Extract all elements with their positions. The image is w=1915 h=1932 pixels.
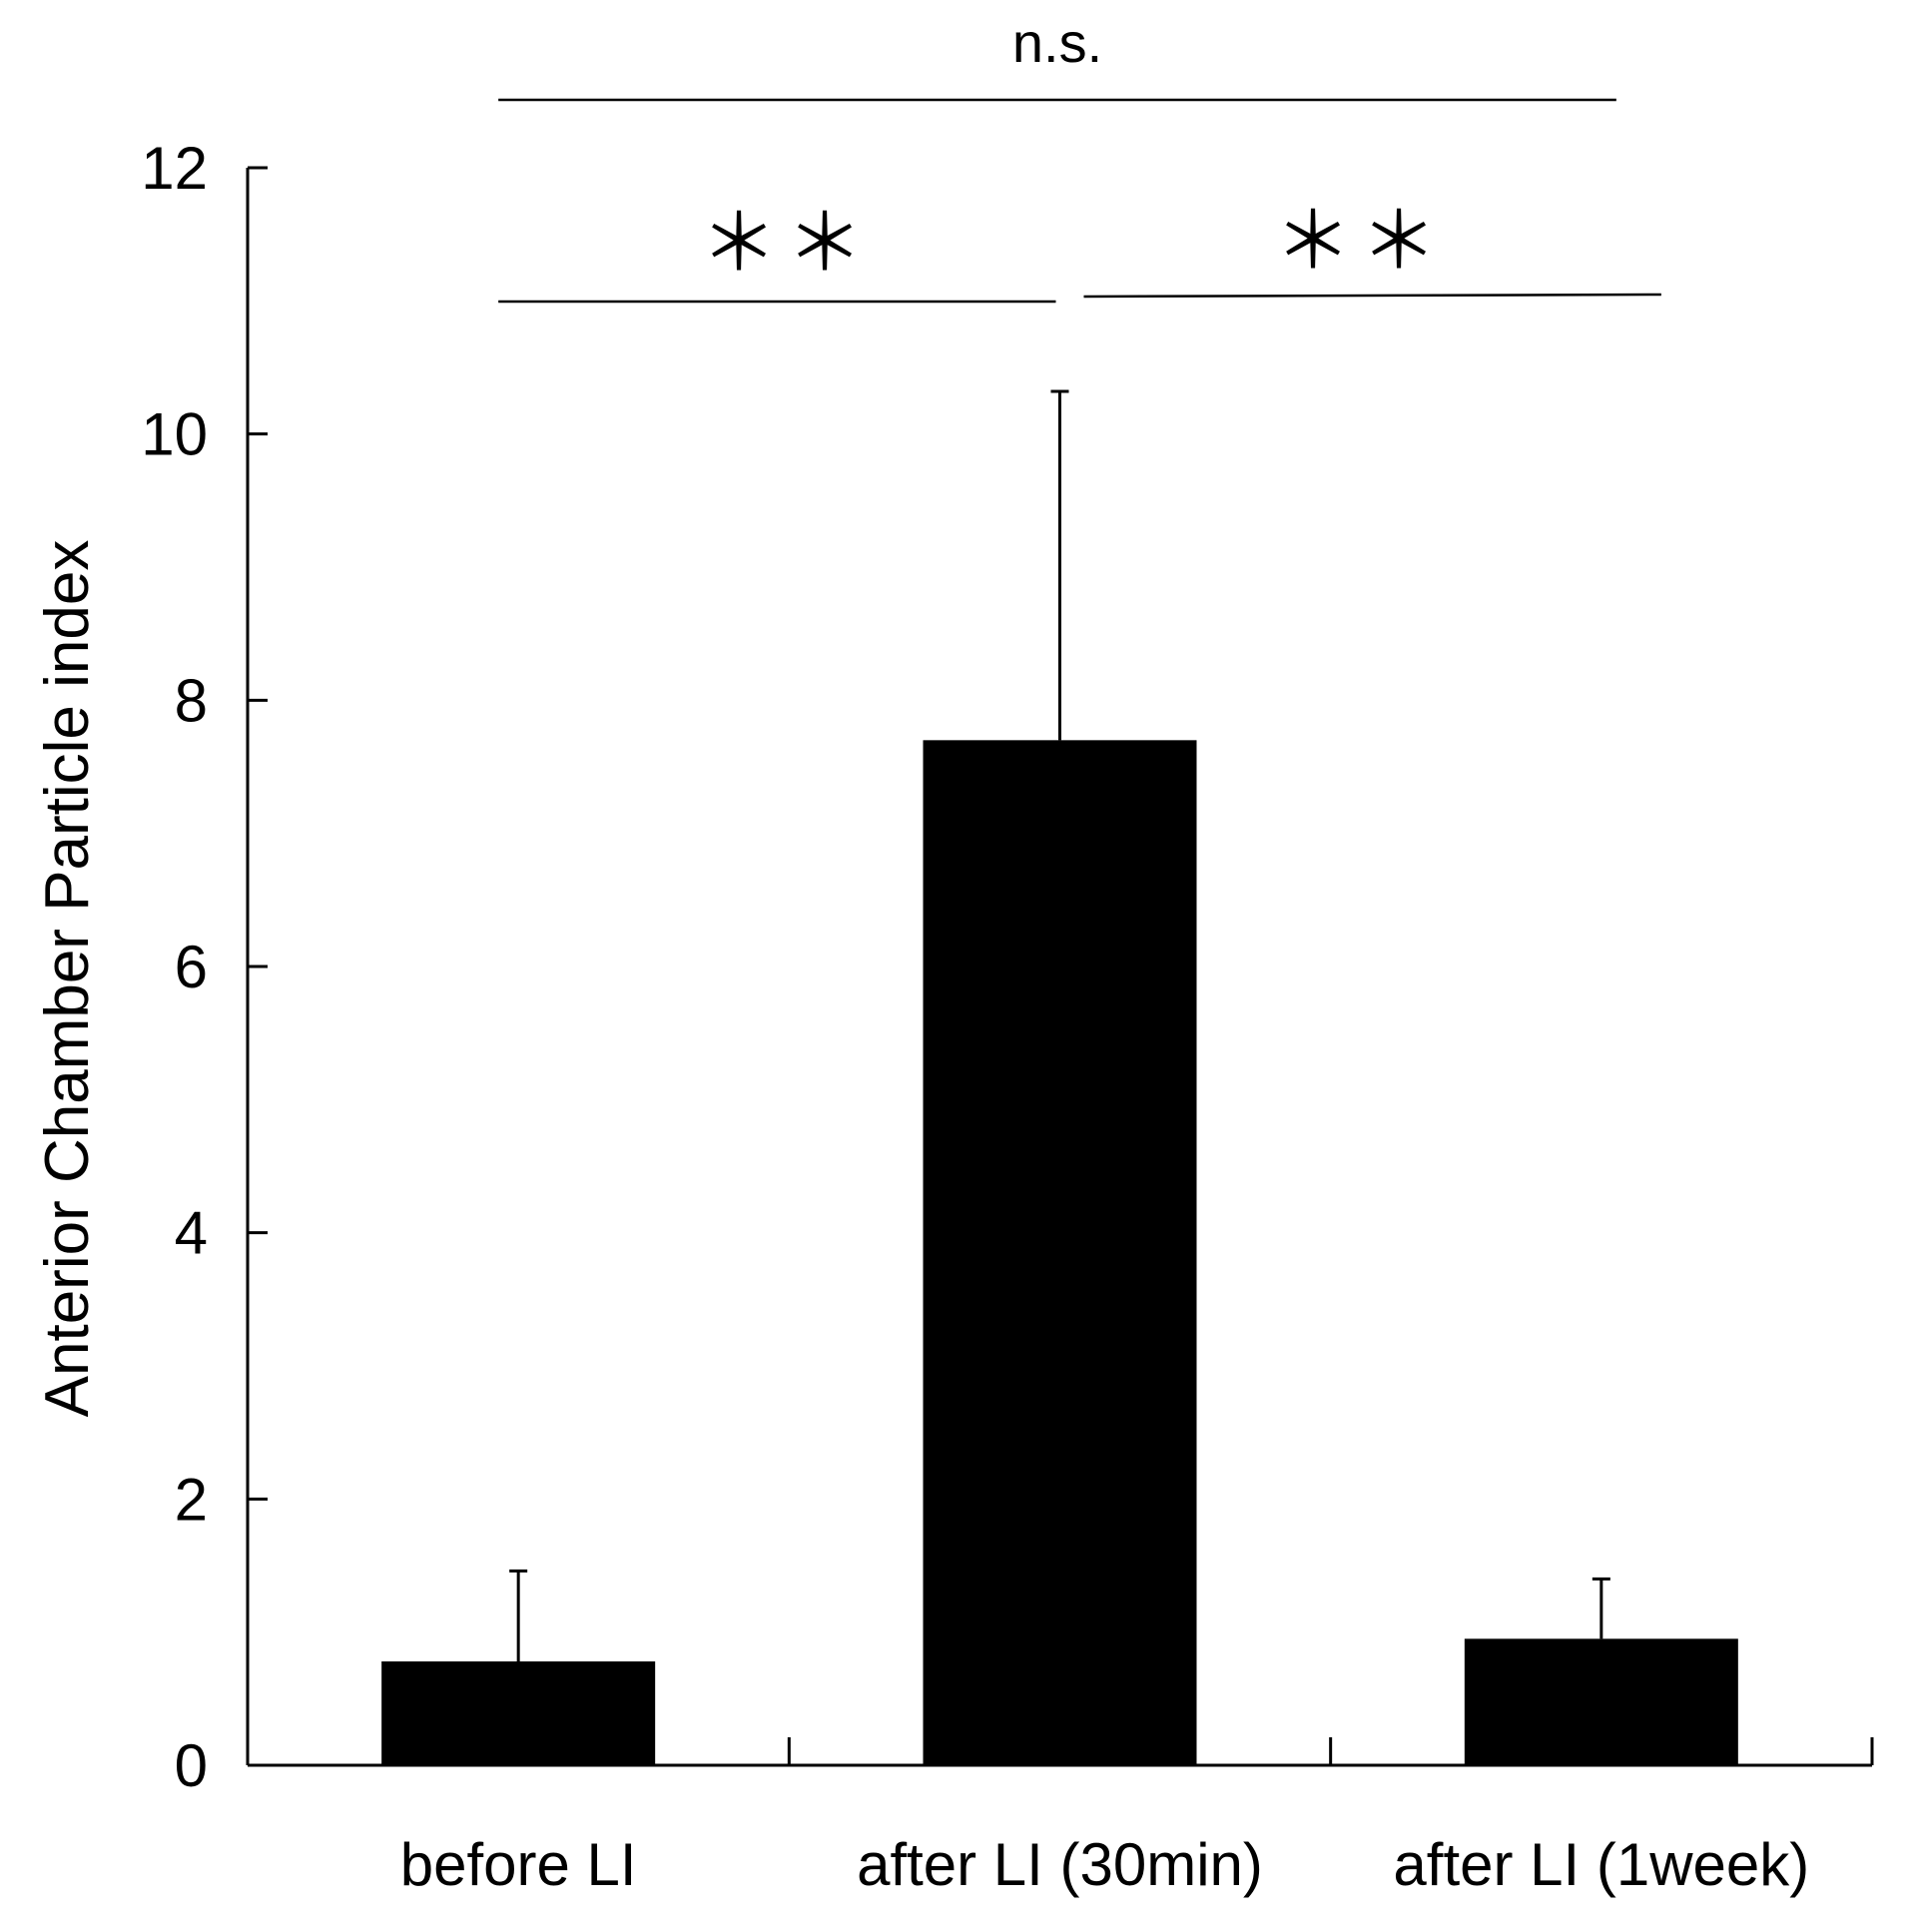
labels: 0 2 4 6 8 10 12 before LI after LI (30min) after … xyxy=(33,135,1809,1898)
y-axis-title: Anterior Chamber Particle index xyxy=(33,540,102,1418)
y-tick-label: 6 xyxy=(175,934,208,1000)
significance-label-2: n.s. xyxy=(1012,11,1102,74)
y-tick-label: 4 xyxy=(175,1200,208,1267)
significance-label-1: ＊＊ xyxy=(1274,197,1446,285)
y-tick-label: 2 xyxy=(175,1466,208,1533)
error-bars xyxy=(509,389,1610,1661)
significance-line-1 xyxy=(1083,293,1661,299)
x-category-label: after LI (1week) xyxy=(1393,1831,1809,1898)
significance-annotations: ＊＊ ＊＊ n.s. xyxy=(498,11,1661,304)
y-tick-label: 8 xyxy=(175,667,208,734)
bar-1 xyxy=(923,740,1197,1766)
significance-label-0: ＊＊ xyxy=(700,199,872,287)
x-category-label: after LI (30min) xyxy=(857,1831,1263,1898)
bar-0 xyxy=(381,1661,656,1765)
y-tick-label: 0 xyxy=(175,1732,208,1799)
bars xyxy=(381,740,1738,1766)
bar-2 xyxy=(1464,1638,1738,1765)
x-category-label: before LI xyxy=(400,1831,637,1898)
y-tick-label: 12 xyxy=(141,135,208,202)
y-tick-label: 10 xyxy=(141,401,208,468)
